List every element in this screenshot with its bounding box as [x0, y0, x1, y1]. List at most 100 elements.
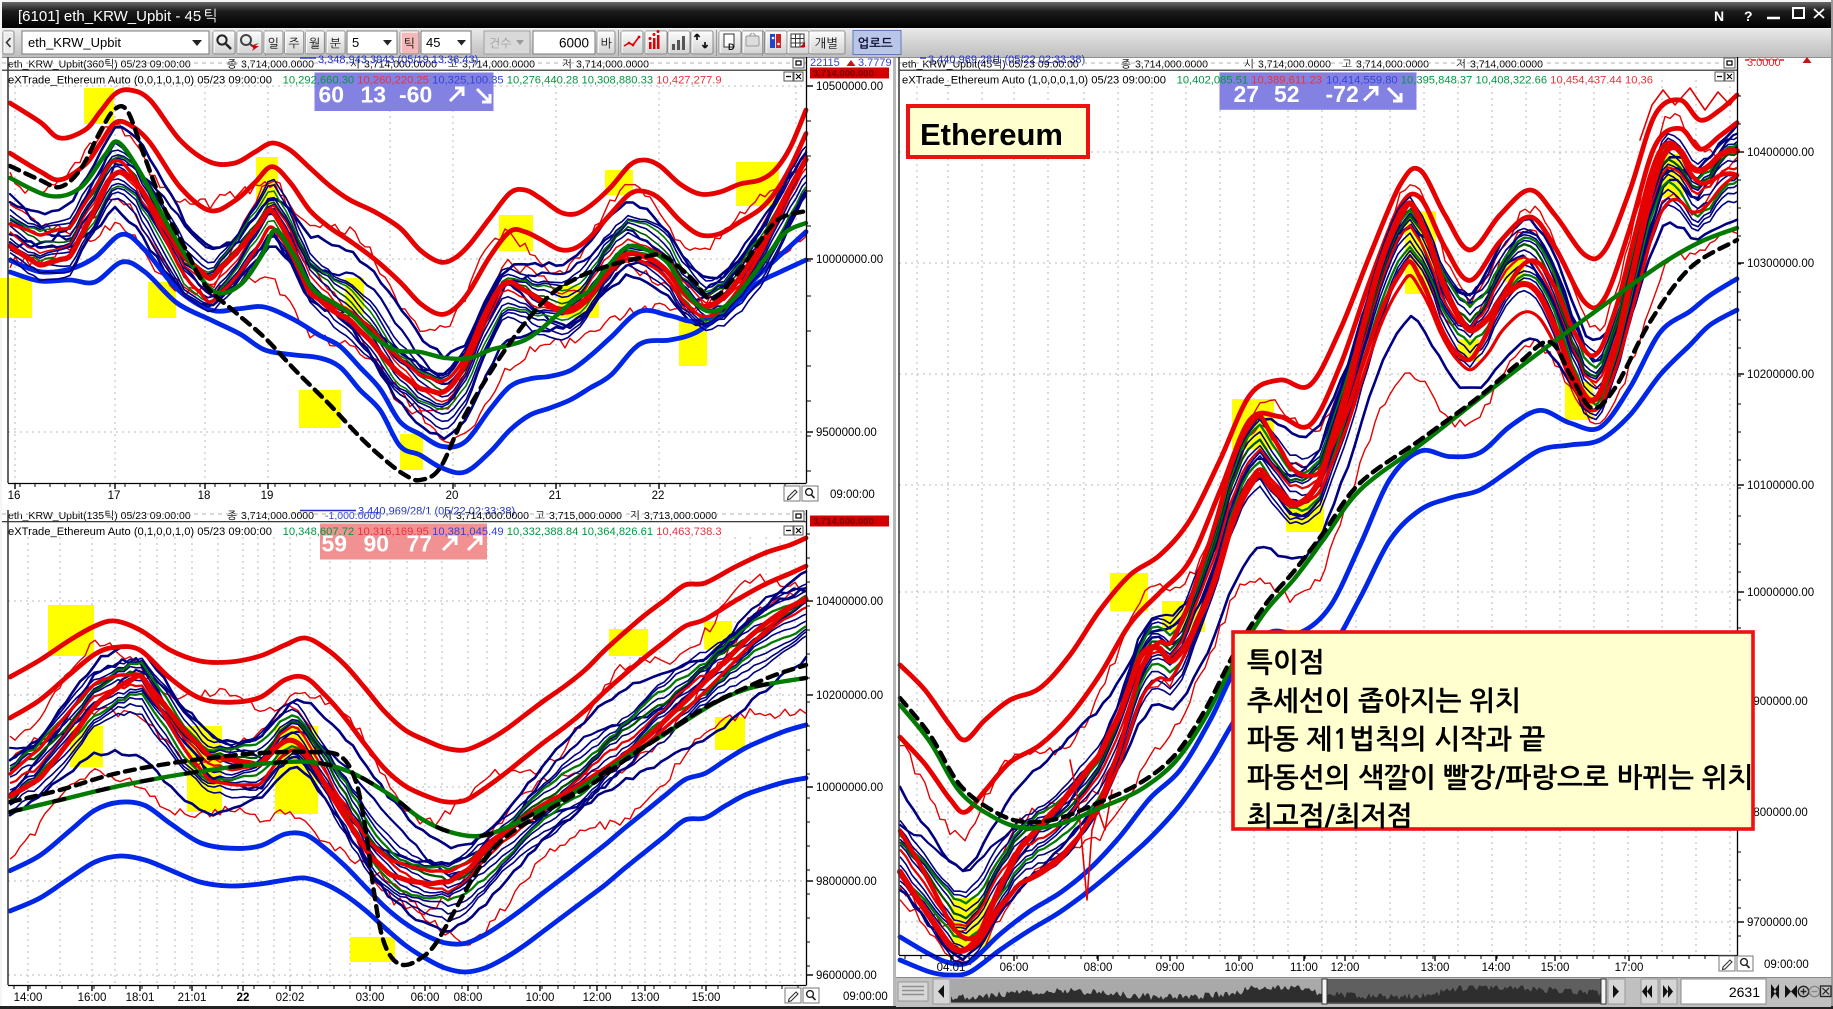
- svg-text:14:00: 14:00: [14, 992, 43, 1004]
- svg-text:3,714,000.0000: 3,714,000.0000: [456, 510, 529, 522]
- svg-text:10,402,085.51: 10,402,085.51: [1177, 75, 1249, 87]
- svg-text:?: ?: [1744, 8, 1753, 24]
- svg-text:3,714,000.0000: 3,714,000.0000: [462, 59, 535, 71]
- svg-text:16: 16: [8, 490, 21, 502]
- svg-text:N: N: [1714, 8, 1724, 24]
- svg-text:19: 19: [261, 490, 274, 502]
- svg-text:15:00: 15:00: [692, 992, 721, 1004]
- svg-text:08:00: 08:00: [1084, 962, 1113, 974]
- svg-text:10,454,437.44: 10,454,437.44: [1550, 75, 1622, 87]
- svg-text:10000000.00: 10000000.00: [1747, 587, 1814, 599]
- svg-text:3,714,000.0000: 3,714,000.0000: [241, 510, 314, 522]
- svg-text:10400000.00: 10400000.00: [1747, 147, 1814, 159]
- svg-text:13: 13: [361, 82, 387, 108]
- svg-text:10000000.00: 10000000.00: [816, 254, 883, 266]
- svg-text:14:00: 14:00: [1482, 962, 1511, 974]
- svg-text:-72: -72: [1326, 81, 1359, 107]
- svg-text:3.7779: 3.7779: [858, 57, 892, 69]
- svg-text:9600000.00: 9600000.00: [816, 970, 877, 982]
- svg-text:10400000.00: 10400000.00: [816, 596, 883, 608]
- svg-text:) 05/23 09:00:00: ) 05/23 09:00:00: [114, 59, 191, 71]
- svg-text:9500000.00: 9500000.00: [816, 427, 877, 439]
- svg-text:10100000.00: 10100000.00: [1747, 480, 1814, 492]
- svg-text:10200000.00: 10200000.00: [816, 690, 883, 702]
- svg-text:10:00: 10:00: [1225, 962, 1254, 974]
- svg-text:10500000.00: 10500000.00: [816, 81, 883, 93]
- svg-text:9700000.00: 9700000.00: [1747, 917, 1808, 929]
- svg-text:9900000.00: 9900000.00: [1747, 696, 1808, 708]
- svg-text:90: 90: [364, 531, 390, 557]
- svg-text:60: 60: [319, 82, 345, 108]
- svg-text:eXTrade_Ethereum Auto (1,0,0: eXTrade_Ethereum Auto (1,0,0,0,1,0) 05/2…: [902, 75, 1166, 87]
- svg-text:20: 20: [446, 490, 459, 502]
- svg-text:3,714,000.0000: 3,714,000.0000: [364, 59, 437, 71]
- svg-text:10,276,440.28: 10,276,440.28: [507, 75, 579, 87]
- svg-text:10,381,045.49: 10,381,045.49: [432, 526, 504, 538]
- svg-text:15:00: 15:00: [1541, 962, 1570, 974]
- svg-text:3,714,000.0000: 3,714,000.0000: [576, 59, 649, 71]
- svg-text:3,348,943.3943 (05/19 13:36:43: 3,348,943.3943 (05/19 13:36:43): [318, 54, 478, 66]
- svg-text:3,714,000.0000: 3,714,000.0000: [241, 59, 314, 71]
- svg-text:06:00: 06:00: [411, 992, 440, 1004]
- svg-text:21: 21: [549, 490, 562, 502]
- svg-text:10,260,220.25: 10,260,220.25: [357, 75, 429, 87]
- svg-text:09:00:00: 09:00:00: [1764, 959, 1809, 971]
- svg-text:[6101] eth_KRW_Upbit - 45: [6101] eth_KRW_Upbit - 45: [18, 8, 201, 25]
- svg-text:10,308,880.33: 10,308,880.33: [582, 75, 654, 87]
- svg-text:22: 22: [652, 490, 665, 502]
- svg-text:27: 27: [1234, 81, 1260, 107]
- svg-text:eth_KRW_Upbit(45: eth_KRW_Upbit(45: [902, 59, 992, 71]
- svg-text:16:00: 16:00: [78, 992, 107, 1004]
- svg-text:6000: 6000: [559, 36, 589, 51]
- svg-text:) 05/23 09:00:00: ) 05/23 09:00:00: [1002, 59, 1079, 71]
- svg-text:3,715,000.0000: 3,715,000.0000: [549, 510, 622, 522]
- svg-text:08:00: 08:00: [454, 992, 483, 1004]
- svg-text:eXTrade_Ethereum Auto (0,1,0: eXTrade_Ethereum Auto (0,1,0,0,1,0) 05/2…: [8, 526, 272, 538]
- svg-text:10,395,848.37: 10,395,848.37: [1401, 75, 1473, 87]
- svg-text:10,364,826.61: 10,364,826.61: [582, 526, 654, 538]
- svg-text:45: 45: [426, 35, 440, 50]
- svg-text:17: 17: [108, 490, 121, 502]
- svg-text:13:00: 13:00: [1421, 962, 1450, 974]
- svg-text:21:01: 21:01: [178, 992, 207, 1004]
- svg-text:) 05/23 09:00:00: ) 05/23 09:00:00: [114, 510, 191, 522]
- svg-text:Ethereum: Ethereum: [920, 117, 1063, 152]
- svg-text:D: D: [728, 42, 735, 52]
- svg-text:3.0000: 3.0000: [1747, 57, 1781, 69]
- svg-text:10,414,559.80: 10,414,559.80: [1326, 75, 1398, 87]
- svg-text:10,389,611.23: 10,389,611.23: [1251, 75, 1322, 87]
- svg-text:11:00: 11:00: [1290, 962, 1318, 974]
- svg-text:10,316,169.95: 10,316,169.95: [357, 526, 429, 538]
- svg-text:10,463,738.3: 10,463,738.3: [656, 526, 721, 538]
- svg-text:3,714,000.0000: 3,714,000.0000: [1135, 59, 1208, 71]
- svg-text:22115: 22115: [810, 57, 840, 69]
- svg-text:10,348,607.72: 10,348,607.72: [283, 526, 355, 538]
- svg-text:-1,000.0000: -1,000.0000: [325, 510, 381, 522]
- svg-text:77: 77: [407, 531, 433, 557]
- svg-text:09:00:00: 09:00:00: [830, 489, 875, 501]
- svg-text:10,427,277.9: 10,427,277.9: [656, 75, 721, 87]
- svg-text:09:00: 09:00: [1156, 962, 1185, 974]
- svg-text:09:00:00: 09:00:00: [843, 991, 888, 1003]
- svg-text:18: 18: [198, 490, 211, 502]
- svg-text:18:01: 18:01: [126, 992, 155, 1004]
- svg-text:3,713,000.0000: 3,713,000.0000: [644, 510, 717, 522]
- svg-text:10200000.00: 10200000.00: [1747, 369, 1814, 381]
- svg-text:04:01: 04:01: [937, 962, 966, 974]
- svg-text:22: 22: [237, 992, 250, 1004]
- svg-text:5: 5: [352, 35, 359, 50]
- svg-text:eth_KRW_Upbit(135: eth_KRW_Upbit(135: [8, 510, 104, 522]
- svg-text:9800000.00: 9800000.00: [1747, 807, 1808, 819]
- svg-text:3,714,000.000: 3,714,000.000: [813, 517, 874, 528]
- svg-text:3,714,000.000: 3,714,000.000: [813, 69, 874, 80]
- svg-text:eth_KRW_Upbit: eth_KRW_Upbit: [28, 35, 121, 50]
- svg-text:12:00: 12:00: [583, 992, 612, 1004]
- svg-text:3,714,000.0000: 3,714,000.0000: [1470, 59, 1543, 71]
- svg-text:eth_KRW_Upbit(360: eth_KRW_Upbit(360: [8, 59, 104, 71]
- svg-text:13:00: 13:00: [631, 992, 660, 1004]
- svg-text:10,325,100.35: 10,325,100.35: [432, 75, 504, 87]
- svg-text:eXTrade_Ethereum Auto (0,0,1: eXTrade_Ethereum Auto (0,0,1,0,1,0) 05/2…: [8, 75, 272, 87]
- svg-text:12:00: 12:00: [1331, 962, 1360, 974]
- svg-text:10,292,660.30: 10,292,660.30: [283, 75, 355, 87]
- svg-text:52: 52: [1274, 81, 1300, 107]
